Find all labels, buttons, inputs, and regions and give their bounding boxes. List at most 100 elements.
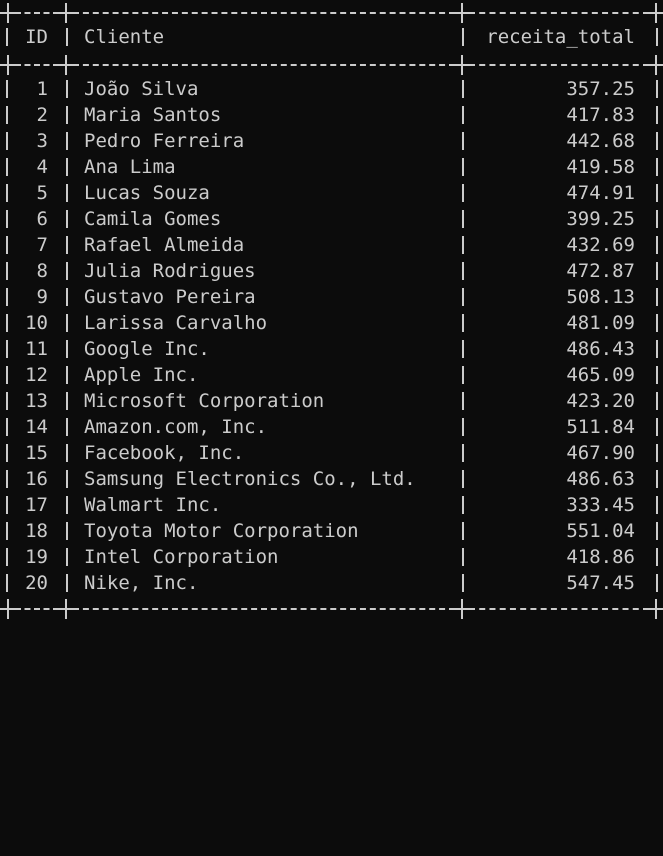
column-separator xyxy=(66,184,68,202)
column-separator xyxy=(6,132,8,150)
cell-cliente: Camila Gomes xyxy=(84,208,222,230)
header-id: ID xyxy=(25,26,48,48)
cell-id: 6 xyxy=(36,208,48,230)
cell-receita-total: 419.58 xyxy=(566,156,635,178)
cell-cliente: Larissa Carvalho xyxy=(84,312,268,334)
column-separator xyxy=(6,28,8,46)
cell-id: 2 xyxy=(36,104,48,126)
column-separator xyxy=(6,522,8,540)
column-separator xyxy=(66,210,68,228)
column-separator xyxy=(656,106,658,124)
table-row: 2 Maria Santos 417.83 xyxy=(0,102,663,128)
column-separator xyxy=(462,106,464,124)
column-separator xyxy=(6,496,8,514)
column-separator xyxy=(462,340,464,358)
cell-id: 14 xyxy=(25,416,48,438)
cell-receita-total: 486.43 xyxy=(566,338,635,360)
table-row: 7 Rafael Almeida 432.69 xyxy=(0,232,663,258)
table-row: 12 Apple Inc. 465.09 xyxy=(0,362,663,388)
column-separator xyxy=(6,340,8,358)
column-separator xyxy=(66,444,68,462)
border-junction xyxy=(455,55,469,75)
column-separator xyxy=(66,548,68,566)
column-separator xyxy=(656,288,658,306)
column-separator xyxy=(66,236,68,254)
column-separator xyxy=(66,366,68,384)
column-separator xyxy=(6,158,8,176)
border-corner xyxy=(649,55,663,75)
column-separator xyxy=(656,340,658,358)
cell-cliente: Rafael Almeida xyxy=(84,234,245,256)
table-row: 11 Google Inc. 486.43 xyxy=(0,336,663,362)
cell-cliente: Apple Inc. xyxy=(84,364,199,386)
column-separator xyxy=(462,184,464,202)
border-junction xyxy=(455,599,469,619)
column-separator xyxy=(656,262,658,280)
border-corner xyxy=(1,55,15,75)
table-row: 4 Ana Lima 419.58 xyxy=(0,154,663,180)
column-separator xyxy=(66,418,68,436)
column-separator xyxy=(462,522,464,540)
cell-receita-total: 432.69 xyxy=(566,234,635,256)
column-separator xyxy=(6,288,8,306)
cell-cliente: Samsung Electronics Co., Ltd. xyxy=(84,468,416,490)
column-separator xyxy=(656,470,658,488)
column-separator xyxy=(6,184,8,202)
table-row: 19 Intel Corporation 418.86 xyxy=(0,544,663,570)
column-separator xyxy=(6,262,8,280)
cell-cliente: Microsoft Corporation xyxy=(84,390,325,412)
column-separator xyxy=(462,28,464,46)
cell-cliente: Amazon.com, Inc. xyxy=(84,416,268,438)
column-separator xyxy=(656,444,658,462)
cell-id: 9 xyxy=(36,286,48,308)
cell-cliente: Facebook, Inc. xyxy=(84,442,245,464)
cell-cliente: Gustavo Pereira xyxy=(84,286,256,308)
border-corner xyxy=(649,599,663,619)
column-separator xyxy=(656,496,658,514)
cell-receita-total: 467.90 xyxy=(566,442,635,464)
cell-cliente: Lucas Souza xyxy=(84,182,210,204)
cell-receita-total: 357.25 xyxy=(566,78,635,100)
cell-id: 4 xyxy=(36,156,48,178)
column-separator xyxy=(6,392,8,410)
cell-receita-total: 417.83 xyxy=(566,104,635,126)
column-separator xyxy=(66,496,68,514)
cell-id: 17 xyxy=(25,494,48,516)
column-separator xyxy=(6,574,8,592)
column-separator xyxy=(656,236,658,254)
column-separator xyxy=(656,418,658,436)
column-separator xyxy=(656,366,658,384)
cell-cliente: Toyota Motor Corporation xyxy=(84,520,359,542)
column-separator xyxy=(6,106,8,124)
border-junction xyxy=(59,55,73,75)
table-row: 8 Julia Rodrigues 472.87 xyxy=(0,258,663,284)
column-separator xyxy=(462,548,464,566)
cell-receita-total: 442.68 xyxy=(566,130,635,152)
cell-receita-total: 474.91 xyxy=(566,182,635,204)
column-separator xyxy=(66,340,68,358)
column-separator xyxy=(656,574,658,592)
cell-id: 20 xyxy=(25,572,48,594)
table-row: 1 João Silva 357.25 xyxy=(0,76,663,102)
column-separator xyxy=(66,314,68,332)
cell-id: 12 xyxy=(25,364,48,386)
column-separator xyxy=(66,522,68,540)
border-corner xyxy=(649,3,663,23)
column-separator xyxy=(6,314,8,332)
cell-cliente: Pedro Ferreira xyxy=(84,130,245,152)
column-separator xyxy=(6,366,8,384)
column-separator xyxy=(656,210,658,228)
cell-id: 18 xyxy=(25,520,48,542)
border-dash xyxy=(15,64,59,66)
column-separator xyxy=(656,548,658,566)
cell-id: 13 xyxy=(25,390,48,412)
border-rule xyxy=(0,0,663,26)
column-separator xyxy=(462,418,464,436)
cell-receita-total: 333.45 xyxy=(566,494,635,516)
cell-id: 10 xyxy=(25,312,48,334)
column-separator xyxy=(656,314,658,332)
column-separator xyxy=(6,444,8,462)
cell-receita-total: 481.09 xyxy=(566,312,635,334)
cell-id: 7 xyxy=(36,234,48,256)
cell-receita-total: 472.87 xyxy=(566,260,635,282)
